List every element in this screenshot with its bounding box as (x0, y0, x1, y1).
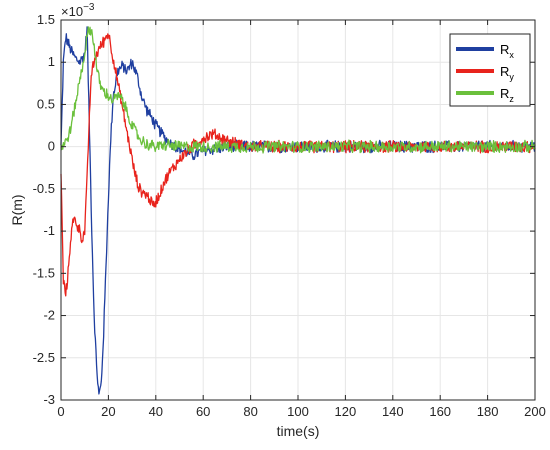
y-exponent-base: ×10 (61, 4, 83, 19)
legend-label-sub: x (509, 50, 514, 60)
x-tick-labels: 0 20 40 60 80 100 120 140 160 180 200 (57, 404, 545, 419)
axis-ticks (60, 19, 536, 401)
x-tick-label: 120 (335, 404, 357, 419)
x-tick-label: 0 (57, 404, 64, 419)
y-tick-label: 0.5 (37, 96, 55, 111)
x-tick-label: 40 (149, 404, 163, 419)
y-tick-label: -1.5 (33, 265, 55, 280)
legend-label-sub: y (509, 72, 514, 82)
y-tick-label: -1 (43, 223, 55, 238)
y-tick-label: -2 (43, 308, 55, 323)
y-exponent-power: −3 (83, 2, 95, 13)
y-tick-label: -3 (43, 392, 55, 407)
series-line-Ry (60, 33, 536, 297)
y-tick-label: 0 (48, 139, 55, 154)
x-tick-label: 160 (429, 404, 451, 419)
series-lines (60, 26, 536, 395)
legend-label-Rx: Rx (500, 42, 514, 60)
x-tick-label: 180 (477, 404, 499, 419)
y-tick-label: -2.5 (33, 350, 55, 365)
x-tick-label: 20 (101, 404, 115, 419)
x-tick-label: 200 (524, 404, 546, 419)
x-tick-label: 100 (287, 404, 309, 419)
y-tick-label: 1.5 (37, 12, 55, 27)
y-tick-labels: 1.5 1 0.5 0 -0.5 -1 -1.5 -2 -2.5 -3 (33, 12, 55, 407)
legend-label-main: R (500, 86, 509, 101)
legend-label-Rz: Rz (500, 86, 514, 104)
legend-label-main: R (500, 42, 509, 57)
y-tick-label: -0.5 (33, 181, 55, 196)
legend-label-Ry: Ry (500, 64, 514, 82)
legend-label-main: R (500, 64, 509, 79)
y-tick-label: 1 (48, 54, 55, 69)
x-tick-label: 80 (243, 404, 257, 419)
x-tick-label: 140 (382, 404, 404, 419)
y-exponent-label: ×10−3 (61, 2, 95, 19)
series-line-Rz (60, 26, 536, 154)
x-axis-label: time(s) (277, 423, 320, 439)
legend-label-sub: z (509, 94, 514, 104)
x-tick-label: 60 (196, 404, 210, 419)
y-axis-label: R(m) (9, 194, 25, 225)
